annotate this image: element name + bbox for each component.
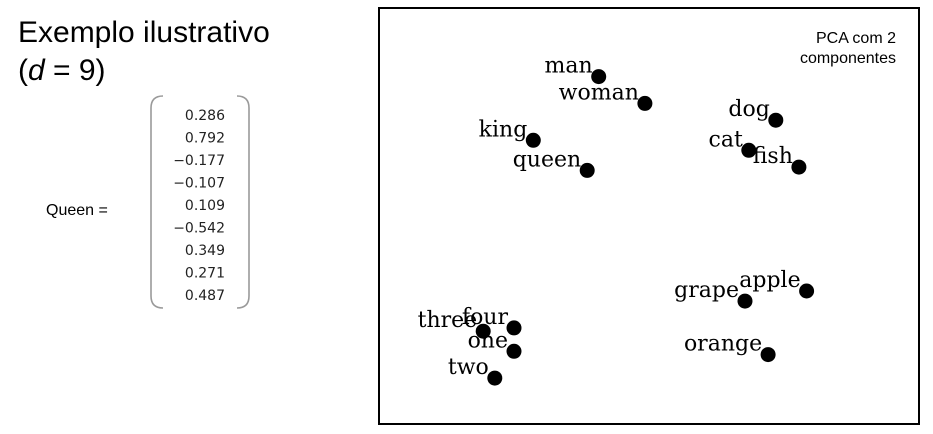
vector-value: 0.271 bbox=[185, 266, 225, 282]
vector-value: −0.107 bbox=[173, 176, 225, 192]
word-label-three: three bbox=[418, 308, 478, 333]
word-label-man: man bbox=[545, 54, 593, 79]
vector-value: 0.349 bbox=[185, 243, 225, 259]
title-variable-d: d bbox=[28, 54, 45, 87]
vector-left-bracket bbox=[150, 95, 164, 309]
word-label-fish: fish bbox=[753, 144, 793, 169]
plot-frame bbox=[378, 7, 920, 425]
word-label-king: king bbox=[479, 117, 528, 142]
vector-value: 0.792 bbox=[185, 131, 225, 147]
word-point-orange bbox=[760, 347, 776, 363]
pca-annotation-line-1: PCA com 2 bbox=[816, 30, 896, 47]
title-line-1: Exemplo ilustrativo bbox=[18, 16, 270, 49]
vector-value: 0.487 bbox=[185, 288, 225, 304]
word-label-dog: dog bbox=[728, 97, 769, 122]
word-point-queen bbox=[579, 162, 595, 178]
vector-value: 0.109 bbox=[185, 198, 225, 214]
word-label-two: two bbox=[448, 355, 489, 380]
word-point-woman bbox=[637, 95, 653, 111]
word-point-king bbox=[525, 132, 541, 148]
word-label-queen: queen bbox=[513, 147, 581, 172]
word-point-two bbox=[487, 370, 503, 386]
word-point-cat bbox=[741, 142, 757, 158]
vector-label: Queen = bbox=[46, 202, 108, 219]
word-point-one bbox=[506, 343, 522, 359]
word-label-apple: apple bbox=[739, 268, 800, 293]
slide-title: Exemplo ilustrativo (d = 9) bbox=[18, 14, 270, 90]
vector-value: −0.542 bbox=[173, 221, 225, 237]
word-label-grape: grape bbox=[674, 278, 739, 303]
word-label-cat: cat bbox=[709, 127, 743, 152]
vector-right-bracket bbox=[236, 95, 250, 309]
word-label-four: four bbox=[462, 305, 509, 330]
vector-value: 0.286 bbox=[185, 108, 225, 124]
word-label-orange: orange bbox=[684, 332, 762, 357]
word-point-grape bbox=[737, 293, 753, 309]
title-dimension: = 9) bbox=[44, 54, 106, 87]
title-line-2: (d = 9) bbox=[18, 52, 270, 90]
pca-annotation-line-2: componentes bbox=[800, 50, 896, 67]
word-point-dog bbox=[768, 112, 784, 128]
word-point-fish bbox=[791, 159, 807, 175]
title-paren-open: ( bbox=[18, 54, 28, 87]
word-point-apple bbox=[799, 283, 815, 299]
vector-value: −0.177 bbox=[173, 153, 225, 169]
word-point-man bbox=[591, 69, 607, 85]
word-label-one: one bbox=[468, 328, 508, 353]
embedding-vector: 0.286 0.792 −0.177 −0.107 0.109 −0.542 0.349 0.… bbox=[150, 95, 250, 309]
word-label-woman: woman bbox=[559, 80, 639, 105]
word-point-four bbox=[506, 320, 522, 336]
word-point-three bbox=[475, 323, 491, 339]
